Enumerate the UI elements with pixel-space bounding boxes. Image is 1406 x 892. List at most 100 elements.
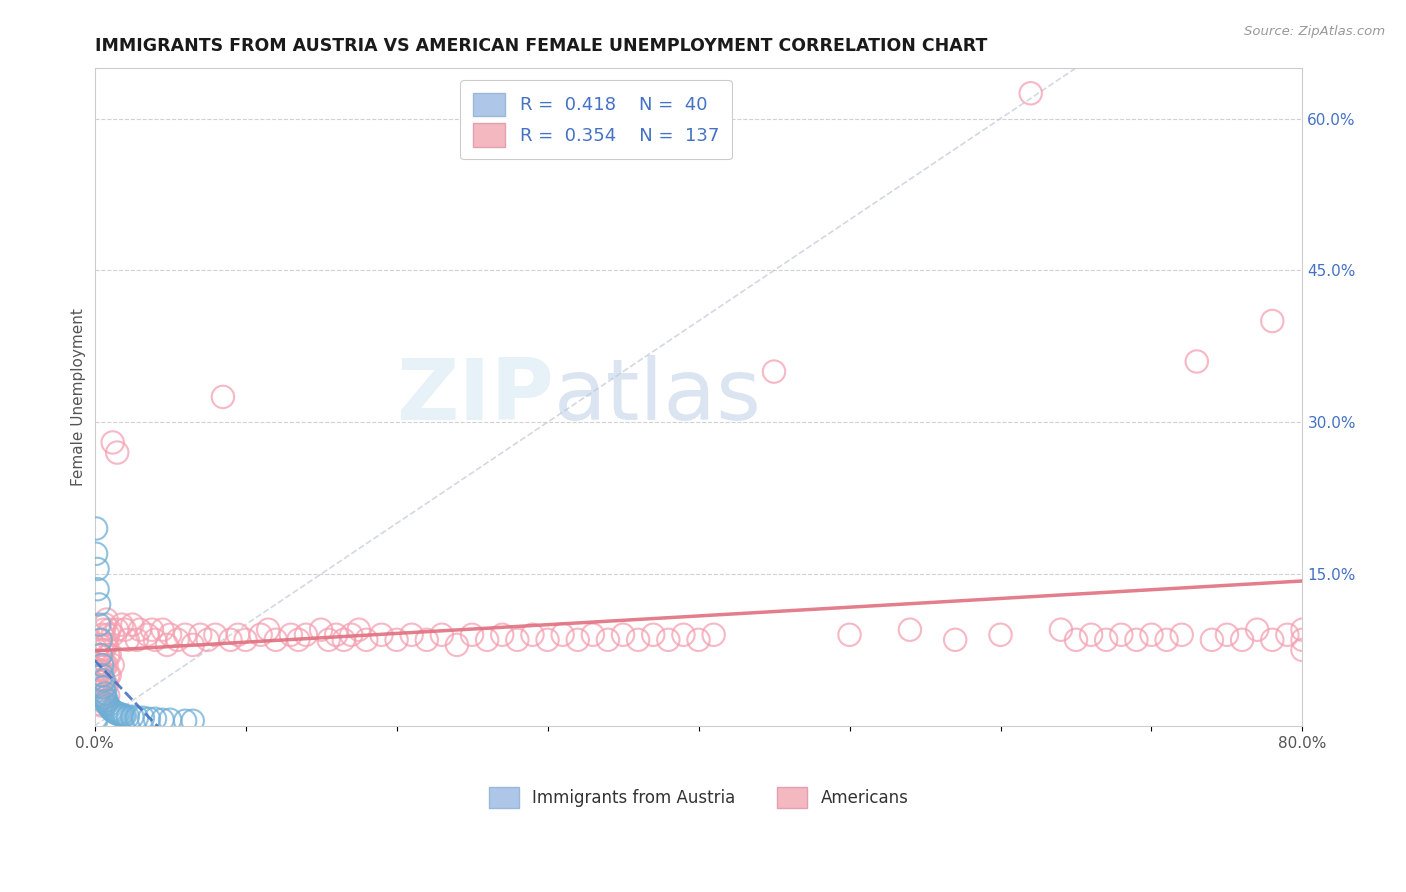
Point bbox=[91, 689, 114, 703]
Point bbox=[309, 623, 332, 637]
Point bbox=[97, 628, 120, 642]
Point bbox=[990, 628, 1012, 642]
Text: atlas: atlas bbox=[554, 355, 762, 438]
Point bbox=[430, 628, 453, 642]
Point bbox=[93, 643, 115, 657]
Point bbox=[461, 628, 484, 642]
Y-axis label: Female Unemployment: Female Unemployment bbox=[72, 308, 86, 486]
Point bbox=[416, 632, 439, 647]
Point bbox=[94, 678, 117, 692]
Point bbox=[105, 706, 128, 721]
Point bbox=[582, 628, 605, 642]
Point bbox=[1170, 628, 1192, 642]
Point bbox=[536, 632, 558, 647]
Point bbox=[287, 632, 309, 647]
Point bbox=[94, 686, 117, 700]
Point bbox=[703, 628, 725, 642]
Point bbox=[91, 698, 114, 713]
Point bbox=[91, 628, 114, 642]
Point bbox=[166, 632, 188, 647]
Point bbox=[132, 711, 155, 725]
Point bbox=[356, 632, 378, 647]
Point bbox=[1064, 632, 1087, 647]
Point bbox=[93, 681, 115, 695]
Point bbox=[110, 707, 132, 722]
Point bbox=[332, 632, 354, 647]
Point bbox=[96, 638, 118, 652]
Point bbox=[235, 632, 257, 647]
Point bbox=[86, 582, 108, 597]
Point bbox=[325, 628, 347, 642]
Point bbox=[101, 658, 124, 673]
Point bbox=[101, 435, 124, 450]
Point bbox=[1095, 632, 1118, 647]
Point bbox=[212, 390, 235, 404]
Point bbox=[105, 445, 128, 459]
Point bbox=[93, 673, 115, 688]
Point bbox=[1125, 632, 1147, 647]
Point bbox=[97, 648, 120, 662]
Point bbox=[86, 562, 108, 576]
Point bbox=[84, 681, 107, 695]
Point bbox=[596, 632, 619, 647]
Point bbox=[97, 689, 120, 703]
Point bbox=[104, 706, 127, 720]
Point bbox=[491, 628, 513, 642]
Point bbox=[90, 632, 112, 647]
Point bbox=[96, 678, 118, 692]
Point bbox=[385, 632, 408, 647]
Point bbox=[111, 617, 134, 632]
Point bbox=[98, 648, 121, 662]
Point bbox=[103, 705, 125, 719]
Point bbox=[143, 632, 166, 647]
Point bbox=[90, 648, 112, 662]
Point bbox=[91, 673, 114, 688]
Point bbox=[87, 638, 110, 652]
Point bbox=[181, 714, 204, 728]
Point bbox=[87, 617, 110, 632]
Point bbox=[90, 678, 112, 692]
Point bbox=[672, 628, 695, 642]
Point bbox=[156, 638, 179, 652]
Point bbox=[86, 678, 108, 692]
Point bbox=[87, 653, 110, 667]
Point bbox=[87, 663, 110, 677]
Text: ZIP: ZIP bbox=[396, 355, 554, 438]
Point bbox=[94, 693, 117, 707]
Point bbox=[152, 713, 174, 727]
Point bbox=[105, 623, 128, 637]
Point bbox=[280, 628, 302, 642]
Text: Source: ZipAtlas.com: Source: ZipAtlas.com bbox=[1244, 25, 1385, 38]
Point bbox=[96, 613, 118, 627]
Point bbox=[117, 710, 139, 724]
Point bbox=[90, 632, 112, 647]
Point bbox=[688, 632, 710, 647]
Point bbox=[94, 690, 117, 705]
Point bbox=[340, 628, 363, 642]
Point bbox=[197, 632, 219, 647]
Point bbox=[318, 632, 340, 647]
Point bbox=[1111, 628, 1133, 642]
Point bbox=[1291, 632, 1313, 647]
Point bbox=[1291, 623, 1313, 637]
Point bbox=[446, 638, 468, 652]
Point bbox=[943, 632, 966, 647]
Point bbox=[86, 697, 108, 711]
Point bbox=[84, 689, 107, 703]
Point bbox=[567, 632, 589, 647]
Point bbox=[90, 648, 112, 662]
Point bbox=[128, 623, 150, 637]
Text: IMMIGRANTS FROM AUSTRIA VS AMERICAN FEMALE UNEMPLOYMENT CORRELATION CHART: IMMIGRANTS FROM AUSTRIA VS AMERICAN FEMA… bbox=[94, 37, 987, 55]
Point bbox=[612, 628, 634, 642]
Point bbox=[86, 648, 108, 662]
Point bbox=[125, 711, 148, 725]
Point bbox=[1216, 628, 1239, 642]
Point bbox=[87, 673, 110, 688]
Point bbox=[84, 711, 107, 725]
Point bbox=[347, 623, 370, 637]
Point bbox=[1156, 632, 1178, 647]
Point bbox=[101, 628, 124, 642]
Point bbox=[107, 706, 129, 721]
Point bbox=[84, 663, 107, 677]
Point bbox=[204, 628, 226, 642]
